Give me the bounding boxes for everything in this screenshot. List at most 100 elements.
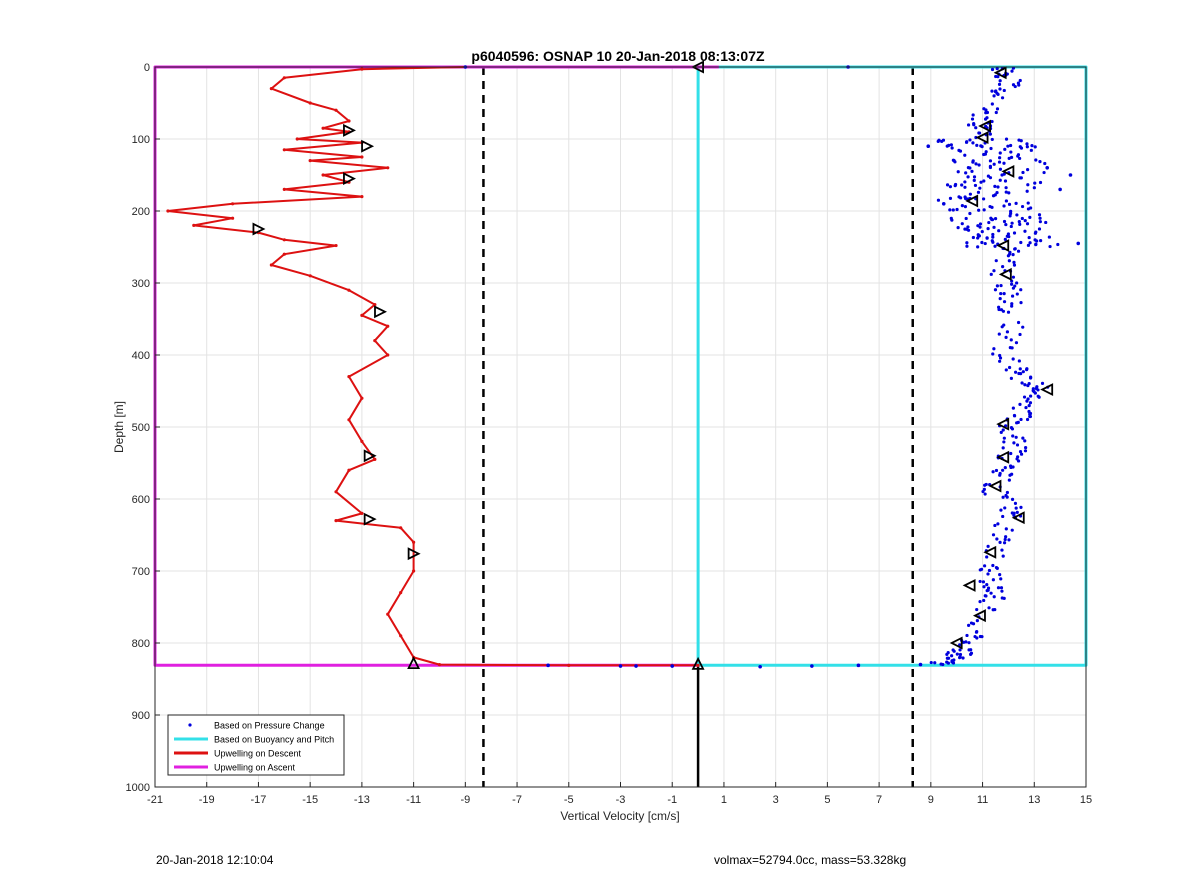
descent-point <box>373 457 377 461</box>
pressure-point <box>1032 389 1036 394</box>
pressure-point <box>1002 292 1006 296</box>
pressure-point <box>987 568 992 573</box>
pressure-point <box>998 87 1002 91</box>
pressure-point <box>1038 160 1042 164</box>
descent-point <box>308 101 312 105</box>
pressure-point <box>1028 414 1033 419</box>
pressure-point <box>1008 464 1013 468</box>
y-tick-label: 700 <box>132 566 150 578</box>
pressure-point <box>951 648 955 652</box>
descent-point <box>399 634 403 638</box>
pressure-point <box>1032 186 1036 190</box>
pressure-point <box>997 229 1001 233</box>
pressure-point <box>989 146 993 151</box>
pressure-point <box>1025 222 1030 226</box>
x-tick-label: -19 <box>199 794 215 806</box>
reference-lines <box>482 67 914 787</box>
pressure-point <box>1034 386 1038 391</box>
pressure-point <box>1023 219 1027 223</box>
pressure-point <box>1001 468 1005 472</box>
direction-marker <box>993 66 1007 80</box>
direction-marker <box>983 545 997 559</box>
y-tick-label: 900 <box>132 710 150 722</box>
pressure-point <box>1008 214 1012 218</box>
pressure-point <box>997 305 1001 309</box>
pressure-point <box>1009 143 1013 148</box>
footer-stats: volmax=52794.0cc, mass=53.328kg <box>714 853 907 867</box>
pressure-point <box>1012 441 1016 445</box>
direction-marker <box>975 131 989 145</box>
pressure-point <box>998 573 1002 577</box>
legend: Based on Pressure Change Based on Buoyanc… <box>167 714 345 776</box>
pressure-point <box>1034 158 1038 162</box>
pressure-point <box>991 533 996 537</box>
pressure-point <box>1018 176 1022 180</box>
pressure-point <box>1000 548 1004 552</box>
pressure-point <box>1018 222 1022 226</box>
pressure-point <box>992 225 996 229</box>
pressure-point <box>968 211 972 216</box>
pressure-point <box>991 194 996 198</box>
pressure-point <box>998 359 1002 363</box>
pressure-point <box>1012 513 1016 517</box>
pressure-point <box>985 555 989 559</box>
x-tick-label: 7 <box>876 794 882 806</box>
pressure-point <box>983 564 987 568</box>
pressure-point <box>1010 302 1014 306</box>
pressure-point <box>964 171 968 175</box>
pressure-point <box>1013 501 1018 505</box>
pressure-point <box>1038 216 1042 220</box>
descent-point <box>360 511 364 515</box>
descent-point <box>373 303 377 307</box>
series-based-on-buoyancy-and-pitch <box>696 65 1088 667</box>
x-tick-label: 5 <box>824 794 830 806</box>
pressure-point <box>988 164 992 168</box>
pressure-point <box>992 347 996 351</box>
pressure-point <box>980 229 984 234</box>
descent-point <box>347 375 351 379</box>
pressure-point <box>1013 84 1017 89</box>
y-tick-label: 100 <box>132 134 150 146</box>
pressure-point <box>1029 206 1033 210</box>
pressure-point <box>997 82 1002 86</box>
x-tick-label: -21 <box>147 794 163 806</box>
pressure-point <box>963 153 967 157</box>
pressure-point <box>1010 221 1014 225</box>
pressure-point <box>1043 161 1047 166</box>
pressure-point <box>1023 439 1027 443</box>
pressure-point <box>1010 497 1015 501</box>
pressure-point <box>983 152 988 156</box>
pressure-point <box>971 159 975 163</box>
pressure-point <box>1001 554 1005 558</box>
pressure-point <box>1009 211 1013 216</box>
pressure-point <box>1002 204 1006 208</box>
pressure-point <box>990 137 994 142</box>
descent-point <box>269 263 273 267</box>
pressure-point <box>983 117 988 121</box>
direction-marker <box>996 417 1010 431</box>
pressure-point <box>978 131 982 135</box>
pressure-point <box>983 492 987 496</box>
pressure-point <box>963 195 967 199</box>
pressure-point <box>975 607 979 612</box>
pressure-point <box>995 537 999 541</box>
pressure-point <box>948 185 953 189</box>
pressure-point <box>1000 96 1005 100</box>
pressure-point <box>1028 412 1032 416</box>
pressure-point <box>963 180 967 184</box>
pressure-point <box>634 664 638 668</box>
pressure-point <box>989 272 993 276</box>
pressure-point <box>1014 435 1018 439</box>
pressure-point <box>1045 166 1050 170</box>
pressure-point <box>1015 292 1019 296</box>
pressure-point <box>982 197 986 201</box>
pressure-point <box>1018 156 1022 161</box>
pressure-point <box>1010 528 1014 532</box>
pressure-point <box>1033 145 1037 149</box>
pressure-point <box>977 163 981 167</box>
pressure-point <box>986 572 990 576</box>
descent-point <box>696 663 700 667</box>
pressure-point <box>1026 397 1030 401</box>
descent-point <box>360 439 364 443</box>
pressure-point <box>983 483 987 487</box>
